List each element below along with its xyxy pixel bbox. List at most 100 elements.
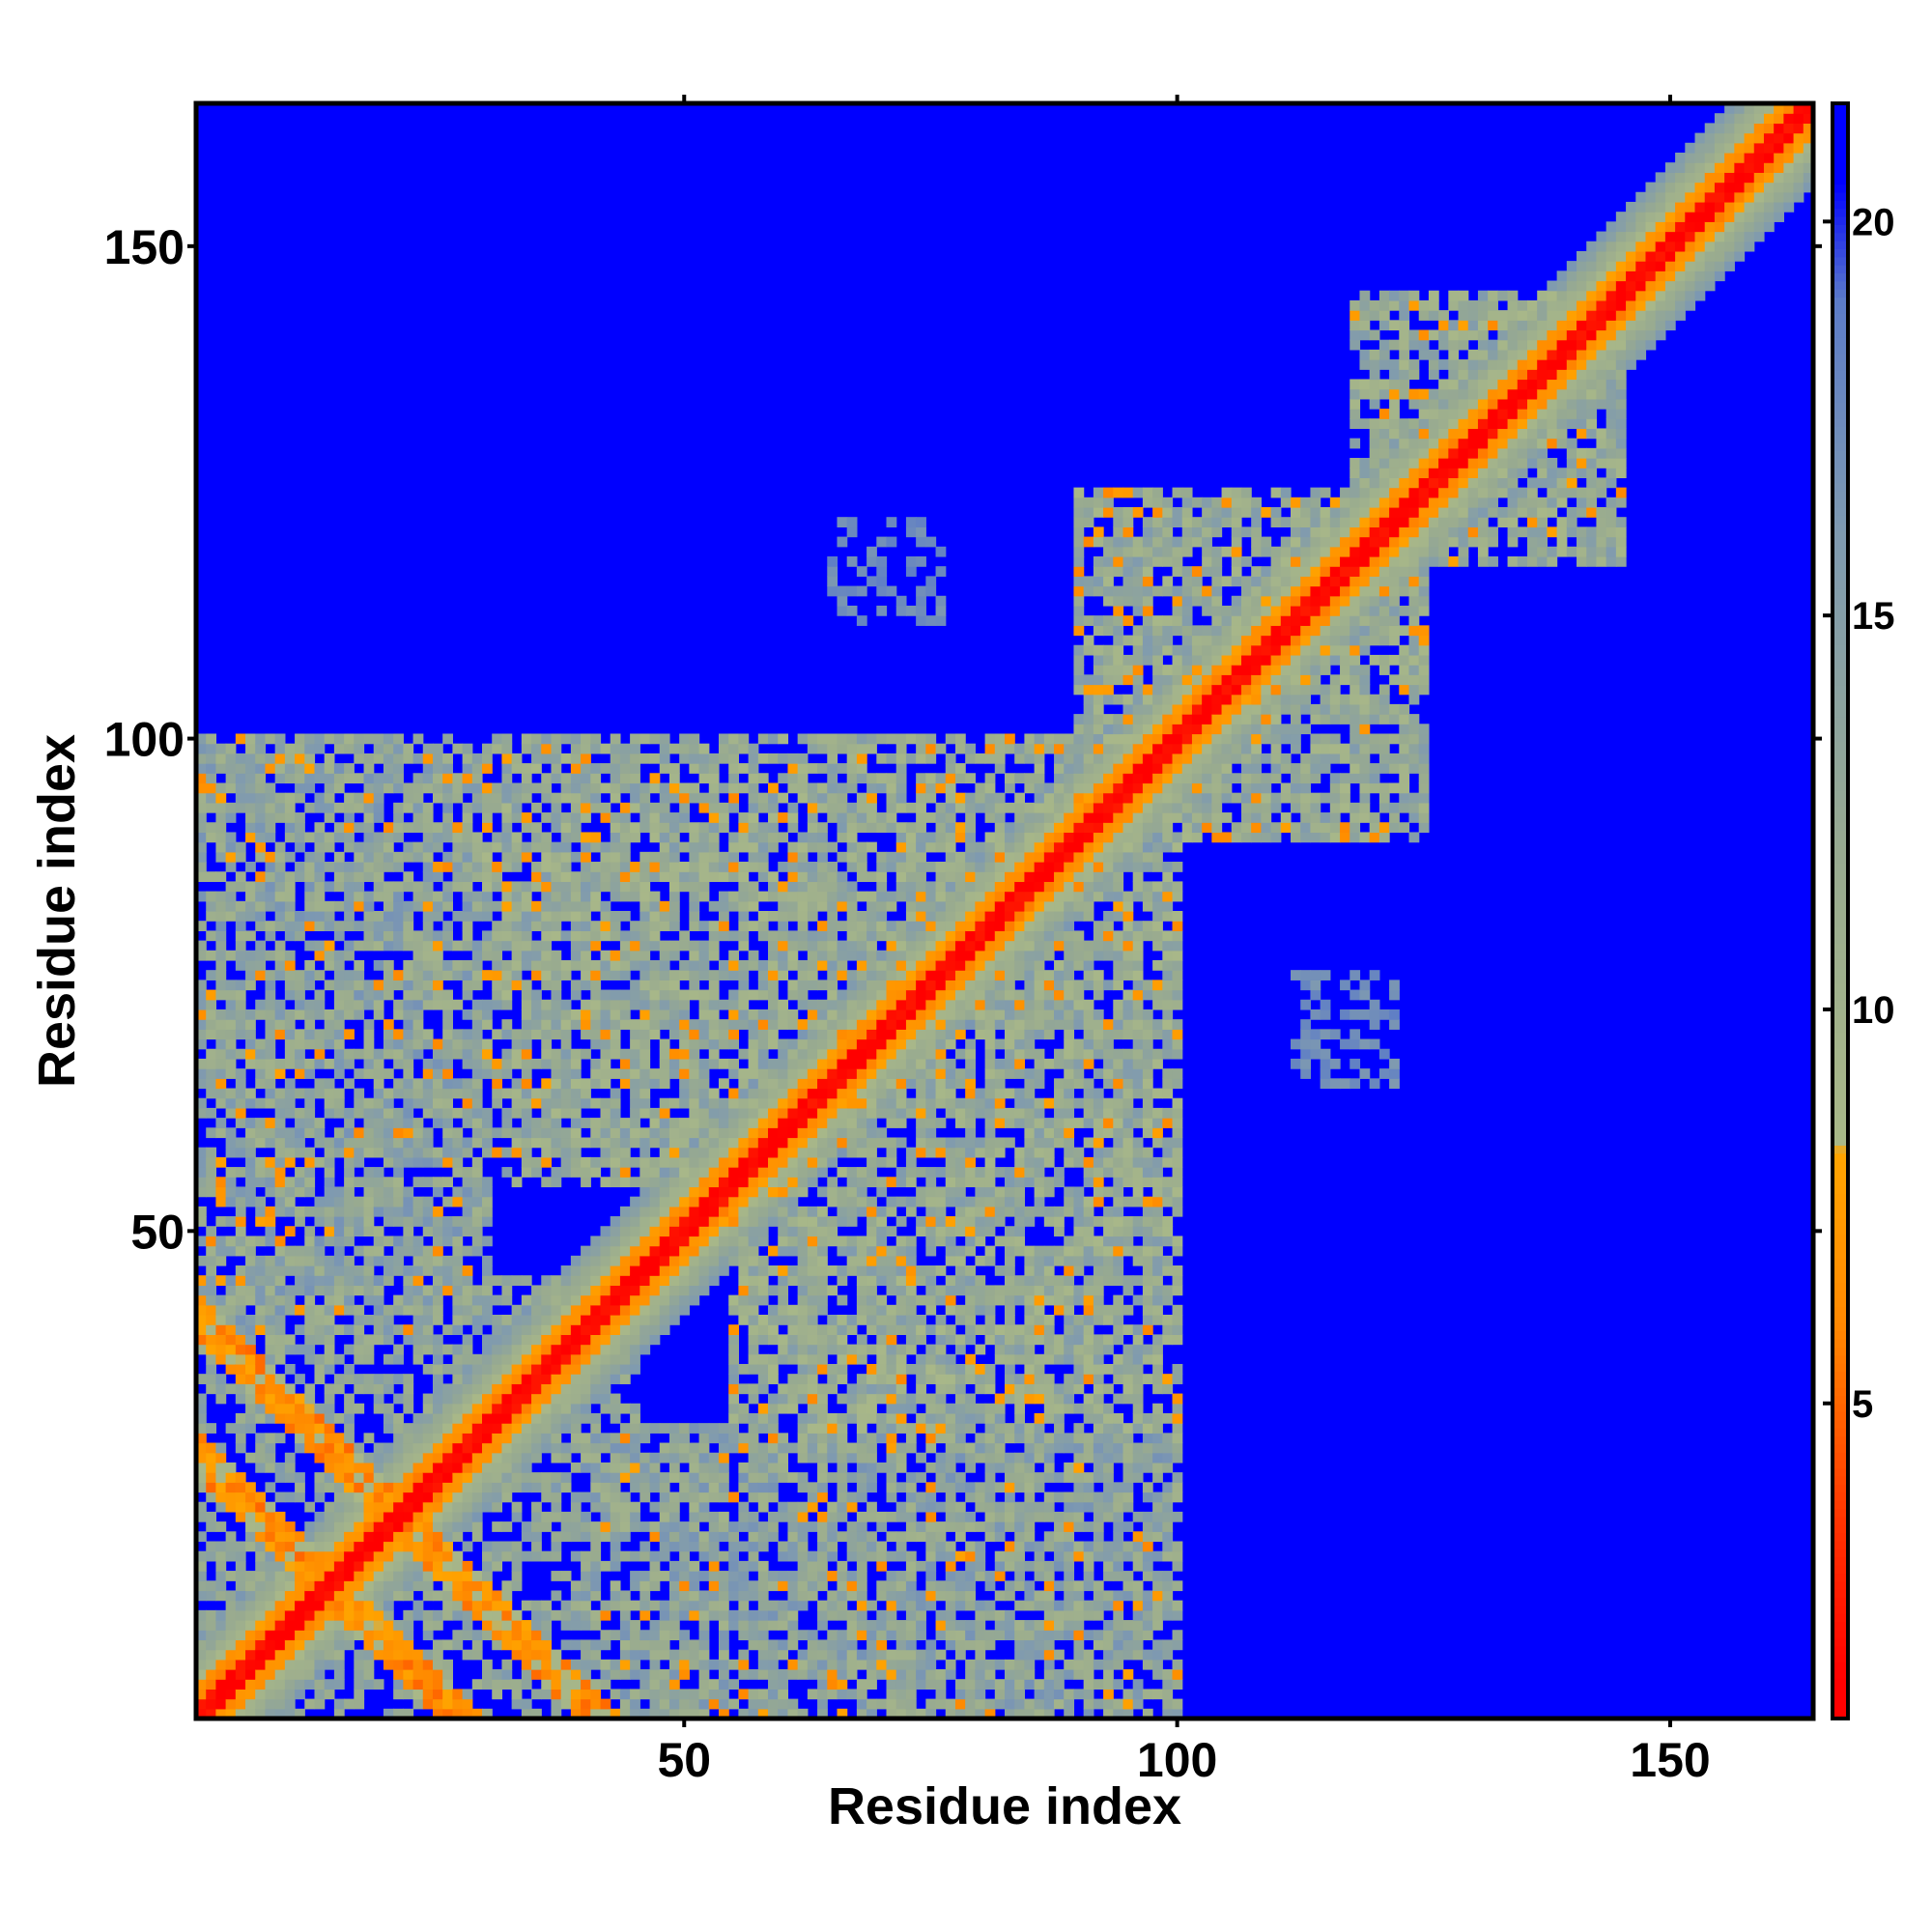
- heatmap-cell: [265, 1571, 276, 1581]
- heatmap-cell: [304, 1659, 316, 1670]
- heatmap-cell: [265, 970, 276, 980]
- heatmap-cell: [797, 1156, 809, 1168]
- heatmap-cell: [689, 1097, 700, 1109]
- heatmap-cell: [778, 1541, 789, 1552]
- heatmap-cell: [679, 1423, 690, 1434]
- heatmap-cell: [668, 1137, 680, 1149]
- heatmap-cell: [403, 1393, 414, 1405]
- heatmap-cell: [393, 812, 404, 823]
- heatmap-cell: [718, 1590, 729, 1602]
- heatmap-cell: [314, 1363, 326, 1375]
- heatmap-cell: [333, 1501, 345, 1513]
- heatmap-cell: [422, 989, 434, 1001]
- heatmap-cell: [245, 802, 256, 813]
- heatmap-cell: [581, 950, 591, 961]
- heatmap-cell: [295, 753, 305, 764]
- heatmap-cell: [471, 1433, 483, 1444]
- heatmap-cell: [668, 1009, 680, 1020]
- heatmap-cell: [422, 871, 434, 883]
- heatmap-cell: [581, 1088, 591, 1099]
- heatmap-cell: [482, 1058, 493, 1069]
- heatmap-cell: [344, 1531, 355, 1543]
- heatmap-cell: [373, 1097, 384, 1109]
- heatmap-cell: [668, 891, 680, 902]
- heatmap-cell: [363, 1620, 375, 1631]
- heatmap-cell: [373, 980, 384, 991]
- heatmap-cell: [274, 921, 286, 931]
- heatmap-cell: [215, 900, 227, 912]
- heatmap-cell: [768, 1393, 779, 1405]
- heatmap-cell: [698, 773, 710, 784]
- heatmap-cell: [344, 1275, 355, 1287]
- heatmap-cell: [354, 1669, 365, 1680]
- heatmap-cell: [649, 1620, 661, 1631]
- heatmap-cell: [668, 1304, 680, 1316]
- heatmap-cell: [265, 1275, 276, 1287]
- heatmap-cell: [354, 1501, 365, 1513]
- heatmap-cell: [797, 1541, 809, 1552]
- heatmap-cell: [295, 1393, 305, 1405]
- heatmap-cell: [284, 1127, 296, 1139]
- heatmap-cell: [610, 862, 621, 872]
- heatmap-cell: [610, 1118, 621, 1128]
- heatmap-cell: [225, 1383, 237, 1395]
- heatmap-cell: [422, 1571, 434, 1581]
- heatmap-cell: [728, 871, 740, 883]
- heatmap-cell: [265, 1363, 276, 1375]
- heatmap-cell: [521, 1019, 532, 1030]
- heatmap-cell: [245, 1294, 256, 1306]
- heatmap-cell: [255, 1294, 267, 1306]
- heatmap-cell: [265, 1383, 276, 1395]
- heatmap-cell: [462, 862, 473, 872]
- heatmap-cell: [354, 1147, 365, 1158]
- heatmap-cell: [689, 1068, 700, 1079]
- heatmap-cell: [679, 1521, 690, 1532]
- heatmap-cell: [679, 1245, 690, 1257]
- heatmap-cell: [748, 1334, 759, 1346]
- heatmap-cell: [354, 822, 365, 834]
- heatmap-cell: [581, 1374, 591, 1384]
- heatmap-cell: [807, 1630, 818, 1641]
- heatmap-cell: [668, 1541, 680, 1552]
- heatmap-cell: [344, 970, 355, 980]
- heatmap-cell: [363, 841, 375, 853]
- heatmap-cell: [728, 1363, 740, 1375]
- heatmap-cell: [689, 1226, 700, 1237]
- heatmap-cell: [383, 1412, 394, 1424]
- heatmap-cell: [403, 1186, 414, 1198]
- heatmap-cell: [748, 1492, 759, 1503]
- heatmap-cell: [521, 1344, 532, 1355]
- heatmap-cell: [284, 1078, 296, 1090]
- heatmap-cell: [521, 1304, 532, 1316]
- heatmap-cell: [274, 1383, 286, 1395]
- heatmap-cell: [581, 1590, 591, 1602]
- heatmap-cell: [560, 1068, 572, 1079]
- heatmap-cell: [630, 1600, 640, 1611]
- heatmap-cell: [403, 1137, 414, 1149]
- heatmap-cell: [344, 1078, 355, 1090]
- heatmap-cell: [255, 832, 267, 843]
- heatmap-cell: [639, 1147, 651, 1158]
- heatmap-cell: [295, 999, 305, 1010]
- heatmap-cell: [344, 1216, 355, 1227]
- heatmap-cell: [314, 1403, 326, 1414]
- heatmap-cell: [807, 1156, 818, 1168]
- heatmap-cell: [728, 753, 740, 764]
- heatmap-cell: [708, 1472, 720, 1483]
- heatmap-cell: [432, 1472, 443, 1483]
- heatmap-cell: [639, 921, 651, 931]
- heatmap-cell: [708, 1521, 720, 1532]
- heatmap-cell: [630, 1097, 640, 1109]
- heatmap-cell: [363, 1630, 375, 1641]
- heatmap-cell: [668, 1452, 680, 1463]
- heatmap-cell: [265, 1009, 276, 1020]
- heatmap-cell: [215, 1118, 227, 1128]
- heatmap-cell: [551, 911, 562, 922]
- heatmap-cell: [511, 1038, 523, 1050]
- heatmap-cell: [422, 1393, 434, 1405]
- heatmap-cell: [492, 1620, 503, 1631]
- heatmap-cell: [225, 1097, 237, 1109]
- heatmap-cell: [797, 1550, 809, 1562]
- heatmap-cell: [689, 733, 700, 745]
- heatmap-cell: [817, 1472, 828, 1483]
